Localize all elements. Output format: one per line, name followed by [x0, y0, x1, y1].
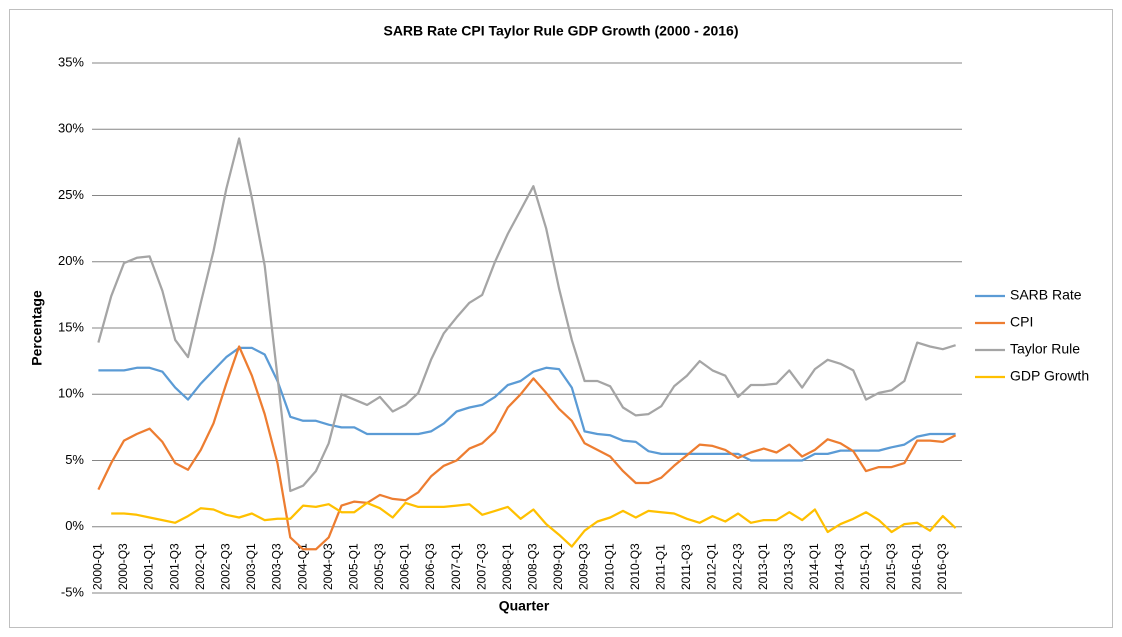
x-tick-label: 2013-Q1	[756, 543, 770, 590]
x-tick-label: 2007-Q1	[449, 543, 463, 590]
x-tick-label: 2005-Q3	[372, 543, 386, 590]
x-tick-label: 2015-Q1	[858, 543, 872, 590]
x-tick-label: 2000-Q1	[91, 543, 105, 590]
series-line	[111, 501, 957, 548]
x-tick-label: 2003-Q3	[270, 543, 284, 590]
series-line	[98, 346, 956, 462]
y-tick-label: 15%	[58, 319, 84, 334]
x-tick-label: 2008-Q3	[526, 543, 540, 590]
legend-label: Taylor Rule	[1010, 341, 1080, 357]
x-tick-label: 2012-Q3	[730, 543, 744, 590]
x-tick-label: 2010-Q1	[602, 543, 616, 590]
x-tick-label: 2009-Q1	[551, 543, 565, 590]
x-tick-label: 2013-Q3	[781, 543, 795, 590]
x-tick-label: 2005-Q1	[346, 543, 360, 590]
x-tick-label: 2004-Q1	[295, 543, 309, 590]
legend-label: GDP Growth	[1010, 368, 1089, 384]
x-tick-label: 2016-Q3	[935, 543, 949, 590]
y-tick-label: 35%	[58, 54, 84, 69]
x-tick-label: 2015-Q3	[884, 543, 898, 590]
chart-title: SARB Rate CPI Taylor Rule GDP Growth (20…	[383, 23, 738, 39]
y-tick-label: 5%	[65, 452, 84, 467]
x-tick-label: 2001-Q1	[142, 543, 156, 590]
x-tick-label: 2006-Q3	[423, 543, 437, 590]
x-tick-label: 2006-Q1	[398, 543, 412, 590]
x-tick-label: 2011-Q3	[679, 544, 693, 590]
x-tick-label: 2000-Q3	[116, 543, 130, 590]
x-tick-label: 2009-Q3	[577, 543, 591, 590]
y-tick-label: 30%	[58, 121, 84, 136]
x-tick-label: 2004-Q3	[321, 543, 335, 590]
legend-label: SARB Rate	[1010, 287, 1082, 303]
y-tick-label: 0%	[65, 518, 84, 533]
x-tick-label: 2008-Q1	[500, 543, 514, 590]
x-tick-label: 2010-Q3	[628, 543, 642, 590]
y-tick-label: 20%	[58, 253, 84, 268]
y-tick-label: 10%	[58, 386, 84, 401]
y-tick-label: -5%	[61, 584, 85, 599]
x-tick-label: 2012-Q1	[705, 543, 719, 590]
x-tick-label: 2014-Q3	[833, 543, 847, 590]
legend-label: CPI	[1010, 314, 1033, 330]
series-line	[97, 137, 956, 493]
y-axis-title: Percentage	[29, 290, 45, 366]
chart-border	[9, 9, 1113, 628]
x-tick-label: 2014-Q1	[807, 543, 821, 590]
x-tick-label: 2002-Q3	[219, 543, 233, 590]
x-tick-label: 2002-Q1	[193, 543, 207, 590]
x-tick-label: 2011-Q1	[654, 544, 668, 590]
x-tick-label: 2016-Q1	[909, 543, 923, 590]
x-tick-label: 2001-Q3	[167, 543, 181, 590]
x-tick-label: 2007-Q3	[474, 543, 488, 590]
y-tick-label: 25%	[58, 187, 84, 202]
x-tick-label: 2003-Q1	[244, 543, 258, 590]
series-line	[97, 345, 957, 551]
x-axis-title: Quarter	[499, 598, 550, 614]
